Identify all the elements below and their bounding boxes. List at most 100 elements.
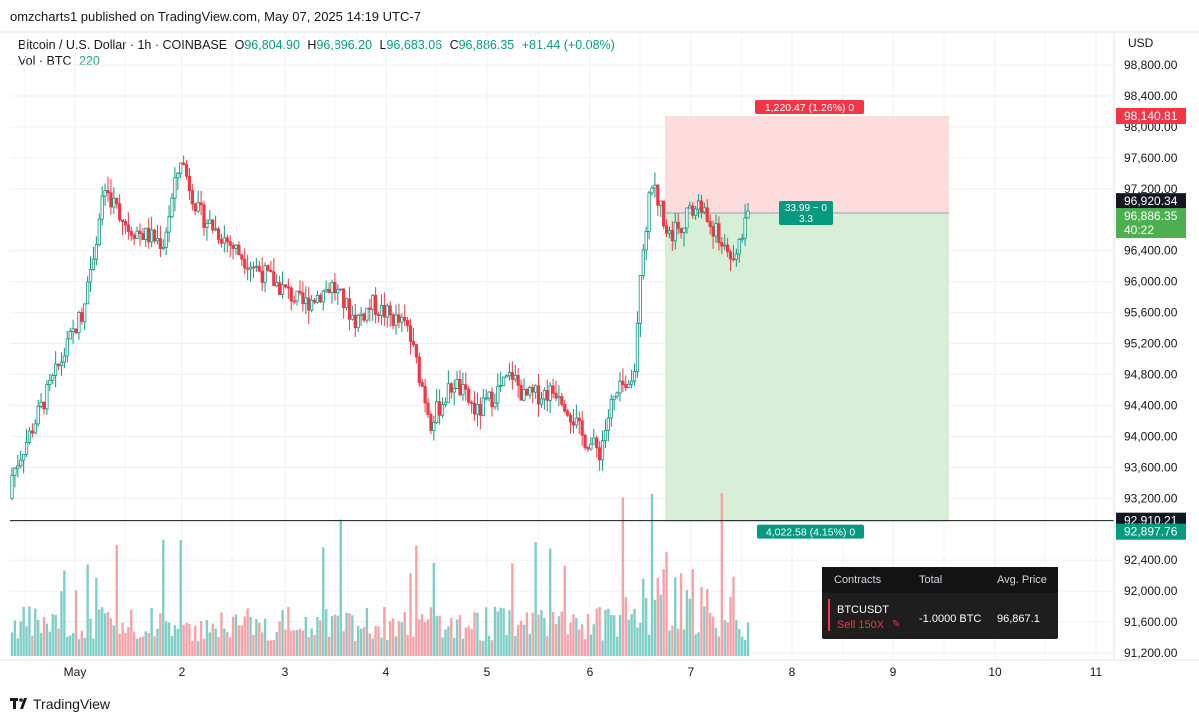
candle-body <box>129 230 133 236</box>
candle-body <box>205 222 209 228</box>
candle-body <box>734 253 738 260</box>
candle-body <box>234 244 238 249</box>
volume-bar <box>374 625 377 656</box>
volume-bar <box>368 633 372 656</box>
candle-body <box>391 314 395 326</box>
volume-bar <box>743 640 747 656</box>
risk-zone <box>665 116 949 214</box>
candle-body <box>97 218 101 246</box>
footer: TradingView <box>10 694 110 714</box>
volume-bar <box>322 547 325 656</box>
candle-body <box>138 230 142 234</box>
candle-body <box>644 231 648 251</box>
overlays: 1,220.47 (1.26%) 0 4,022.58 (4.15%) 0 33.9… <box>0 31 1199 539</box>
candle-body <box>155 238 160 242</box>
price-tick-label: 92,400.00 <box>1124 553 1178 567</box>
volume-bar <box>583 639 587 656</box>
candle-body <box>231 244 235 249</box>
reward-label-bg <box>757 524 864 539</box>
volume-bar <box>688 598 692 656</box>
candle-body <box>702 207 706 213</box>
candle-body <box>600 440 605 461</box>
candle-body <box>307 297 311 311</box>
candle-body <box>39 401 43 407</box>
short-indicator <box>828 599 830 631</box>
positions-panel[interactable]: Contracts Total Avg. Price BTCUSDT Sell … <box>822 567 1058 639</box>
candle-body <box>621 380 625 386</box>
volume-bar <box>269 640 273 656</box>
candle-body <box>147 227 151 243</box>
candle-body <box>126 224 130 232</box>
candle-body <box>580 420 584 436</box>
candle-body <box>609 398 613 419</box>
price-tick-label: 95,200.00 <box>1124 337 1178 351</box>
volume-bar <box>226 632 229 656</box>
volume-bar <box>487 635 491 656</box>
volume-bar <box>121 622 124 656</box>
candle-body <box>190 190 194 205</box>
volume-bar <box>496 611 500 656</box>
volume-bar <box>557 616 561 656</box>
volume-bar <box>706 588 709 656</box>
candle-body <box>304 297 308 305</box>
candle-body <box>33 423 37 434</box>
candle-body <box>627 383 631 388</box>
candle-body <box>423 385 427 404</box>
volume-bar <box>255 618 258 656</box>
candle-body <box>310 299 314 311</box>
volume-bar <box>54 614 57 656</box>
candle-body <box>728 251 733 260</box>
volume-bar <box>130 609 133 656</box>
candle-body <box>452 388 456 393</box>
volume-bar <box>194 625 197 656</box>
candle-body <box>170 197 174 218</box>
volume-bar <box>324 609 328 656</box>
volume-bar <box>746 622 750 656</box>
candle-body <box>577 417 581 422</box>
volume-bar <box>258 622 261 656</box>
volume-bar <box>607 608 610 656</box>
candle-body <box>109 192 113 208</box>
volume-bar <box>365 607 369 656</box>
candle-body <box>726 244 730 253</box>
volume-bar <box>618 614 622 656</box>
candle-body <box>62 355 66 363</box>
volume-bar <box>444 629 447 656</box>
volume-bar <box>83 637 86 656</box>
volume-bar <box>199 621 203 656</box>
price-chart[interactable]: 1,220.47 (1.26%) 0 4,022.58 (4.15%) 0 33.9… <box>0 0 1199 690</box>
time-tick-label: 4 <box>383 665 390 679</box>
position-symbol: BTCUSDT <box>837 604 889 616</box>
candle-body <box>670 230 674 242</box>
volume-bar <box>95 577 98 656</box>
candle-body <box>184 164 189 177</box>
candle-body <box>534 385 538 393</box>
candle-body <box>723 244 727 247</box>
volume-bar <box>170 636 174 656</box>
low-label: L <box>379 38 387 52</box>
edit-icon[interactable]: ✎ <box>892 619 901 630</box>
volume-bar <box>80 630 84 656</box>
positions-header: Contracts Total Avg. Price <box>822 567 1058 593</box>
candle-body <box>240 254 244 260</box>
symbol-legend[interactable]: Bitcoin / U.S. Dollar · 1h · COINBASE O9… <box>18 38 615 52</box>
candle-body <box>263 265 267 283</box>
volume-bar <box>566 634 569 656</box>
price-tick-label: 93,200.00 <box>1124 491 1178 505</box>
candle-body <box>464 384 468 390</box>
price-tick-label: 95,600.00 <box>1124 306 1178 320</box>
volume-bar <box>633 608 636 656</box>
volume-bar <box>153 636 156 656</box>
candle-body <box>449 383 453 393</box>
candle-body <box>656 184 660 206</box>
volume-bar <box>735 620 738 656</box>
open-label: O <box>234 38 245 52</box>
candle-body <box>615 392 619 397</box>
volume-bar <box>572 614 575 656</box>
volume-bar <box>400 622 404 656</box>
volume-bar <box>604 609 607 656</box>
candle-body <box>347 298 352 320</box>
price-tick-label: 91,600.00 <box>1124 615 1178 629</box>
candle-body <box>737 238 741 255</box>
candle-body <box>161 247 165 249</box>
